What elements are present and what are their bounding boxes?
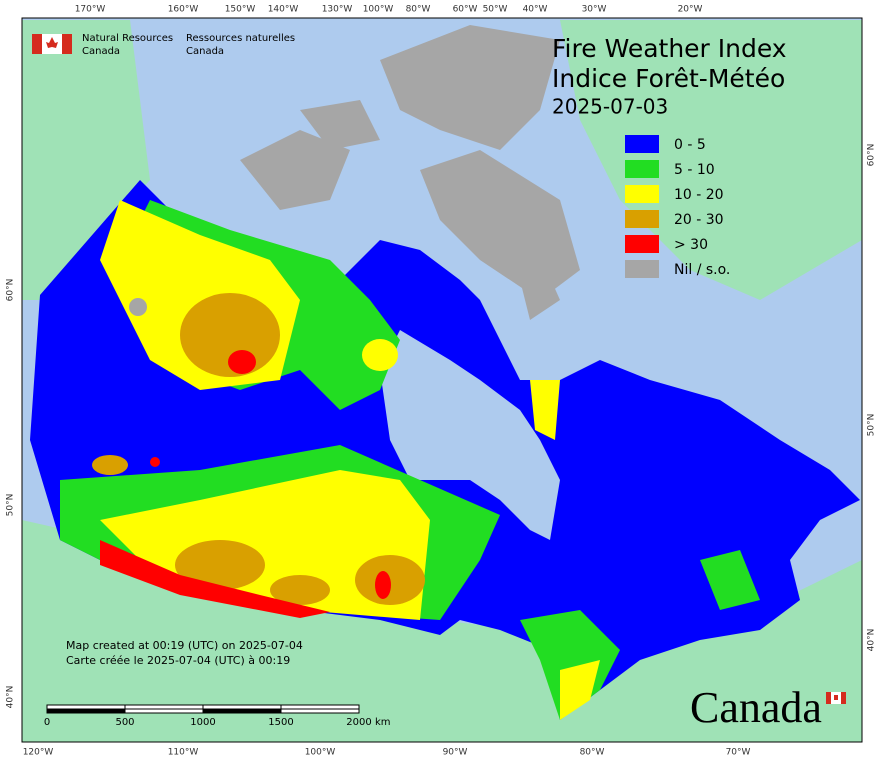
nrcan-signature: Natural Resources Canada Ressources natu… <box>32 33 295 57</box>
longitude-label: 130°W <box>322 5 353 15</box>
maple-leaf <box>46 37 58 48</box>
longitude-label: 110°W <box>168 748 199 758</box>
hudson-bay <box>380 330 560 540</box>
legend-swatch <box>625 135 659 153</box>
legend-label: Nil / s.o. <box>674 262 730 278</box>
map-body <box>22 18 862 742</box>
longitude-label: 60°W <box>453 5 478 15</box>
legend-swatch <box>625 260 659 278</box>
flag-bar <box>62 34 72 54</box>
longitude-label: 30°W <box>582 5 607 15</box>
scale-segment <box>46 704 126 710</box>
scale-segment <box>124 704 204 710</box>
legend-label: 20 - 30 <box>674 212 724 228</box>
scale-segment <box>280 708 360 714</box>
latitude-label: 40°N <box>6 686 16 709</box>
legend-label: 5 - 10 <box>674 162 715 178</box>
scale-label: 0 <box>44 717 50 728</box>
legend-label: 0 - 5 <box>674 137 706 153</box>
scale-label: 2000 <box>346 717 371 728</box>
arctic-islands <box>240 25 580 320</box>
scale-label: 1000 <box>190 717 215 728</box>
longitude-label: 80°W <box>406 5 431 15</box>
legend-swatch <box>625 210 659 228</box>
title: Indice Forêt-Météo <box>552 64 785 93</box>
org-en: Natural Resources <box>82 33 173 44</box>
graticule-labels: 170°W 160°W 150°W 140°W 130°W 100°W 80°W 60°W 50… <box>6 5 877 758</box>
fwi-20-30 <box>92 293 425 605</box>
scale-bar: 0 500 1000 1500 2000 km <box>44 704 391 728</box>
legend-swatch <box>625 235 659 253</box>
legend-swatch <box>625 185 659 203</box>
longitude-label: 40°W <box>523 5 548 15</box>
flag-bar <box>32 34 42 54</box>
longitude-label: 70°W <box>726 748 751 758</box>
legend-label: 10 - 20 <box>674 187 724 203</box>
title: Fire Weather Index <box>552 34 787 63</box>
date: 2025-07-03 <box>552 95 668 119</box>
legend: 0 - 5 5 - 10 10 - 20 20 - 30 > 30 Nil / s.o. <box>625 135 730 278</box>
scale-unit: km <box>375 717 391 728</box>
latitude-label: 60°N <box>867 144 877 167</box>
fwi-over-30 <box>100 350 391 618</box>
longitude-label: 100°W <box>305 748 336 758</box>
alaska <box>22 20 150 300</box>
scale-segment <box>124 708 204 714</box>
scale-segment <box>202 704 282 710</box>
longitude-label: 140°W <box>268 5 299 15</box>
flag-bar <box>841 692 846 704</box>
footnote: Map created at 00:19 (UTC) on 2025-07-04 <box>66 639 303 652</box>
latitude-label: 50°N <box>6 494 16 517</box>
longitude-label: 90°W <box>443 748 468 758</box>
longitude-label: 150°W <box>225 5 256 15</box>
longitude-label: 160°W <box>168 5 199 15</box>
nil-area <box>129 298 147 316</box>
scale-label: 1500 <box>268 717 293 728</box>
org-en: Canada <box>82 46 120 57</box>
longitude-label: 20°W <box>678 5 703 15</box>
footnote: Carte créée le 2025-07-04 (UTC) à 00:19 <box>66 654 290 667</box>
scale-label: 500 <box>115 717 134 728</box>
greenland <box>560 20 862 300</box>
legend-swatch <box>625 160 659 178</box>
scale-segment <box>46 708 126 714</box>
legend-label: > 30 <box>674 237 708 253</box>
longitude-label: 50°W <box>483 5 508 15</box>
latitude-label: 40°N <box>867 629 877 652</box>
longitude-label: 80°W <box>580 748 605 758</box>
latitude-label: 50°N <box>867 414 877 437</box>
flag-bar <box>826 692 831 704</box>
org-fr: Canada <box>186 46 224 57</box>
canada-wordmark: Canada <box>690 683 846 732</box>
map-frame <box>21 17 863 743</box>
org-fr: Ressources naturelles <box>186 33 295 44</box>
longitude-label: 100°W <box>363 5 394 15</box>
scale-segment <box>280 704 360 710</box>
longitude-label: 170°W <box>75 5 106 15</box>
maple-leaf <box>834 695 838 700</box>
wordmark: Canada <box>690 683 822 732</box>
longitude-label: 120°W <box>23 748 54 758</box>
latitude-label: 60°N <box>6 279 16 302</box>
scale-segment <box>202 708 282 714</box>
